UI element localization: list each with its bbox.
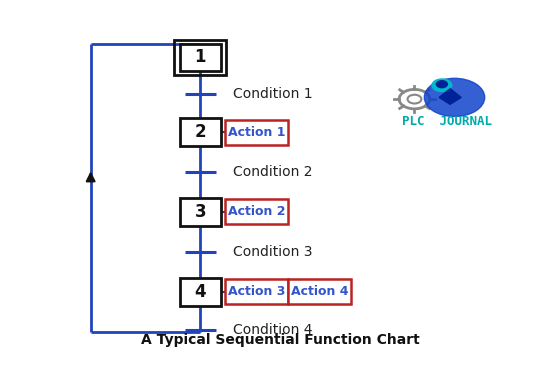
Text: 3: 3 [195, 203, 206, 221]
Text: Action 2: Action 2 [228, 206, 286, 218]
Text: Condition 4: Condition 4 [234, 323, 313, 337]
Bar [180, 278, 221, 305]
Text: 4: 4 [195, 283, 206, 301]
Polygon shape [439, 89, 461, 104]
Text: 1: 1 [195, 48, 206, 66]
Bar [180, 44, 221, 71]
Bar [225, 120, 288, 145]
Text: Action 3: Action 3 [228, 285, 286, 298]
Text: Action 1: Action 1 [228, 126, 286, 139]
Circle shape [432, 79, 452, 91]
Bar [225, 279, 288, 304]
Bar [225, 200, 288, 224]
Text: A Typical Sequential Function Chart: A Typical Sequential Function Chart [141, 333, 419, 347]
Bar [180, 118, 221, 146]
Text: Condition 3: Condition 3 [234, 245, 313, 259]
Text: Action 4: Action 4 [291, 285, 348, 298]
Circle shape [436, 81, 447, 88]
Text: Condition 2: Condition 2 [234, 165, 313, 179]
Text: Condition 1: Condition 1 [234, 87, 313, 101]
Circle shape [424, 78, 485, 116]
Bar [174, 40, 226, 75]
Text: 2: 2 [195, 123, 206, 141]
Bar [288, 279, 351, 304]
Text: PLC  JOURNAL: PLC JOURNAL [403, 115, 492, 128]
Bar [180, 198, 221, 226]
